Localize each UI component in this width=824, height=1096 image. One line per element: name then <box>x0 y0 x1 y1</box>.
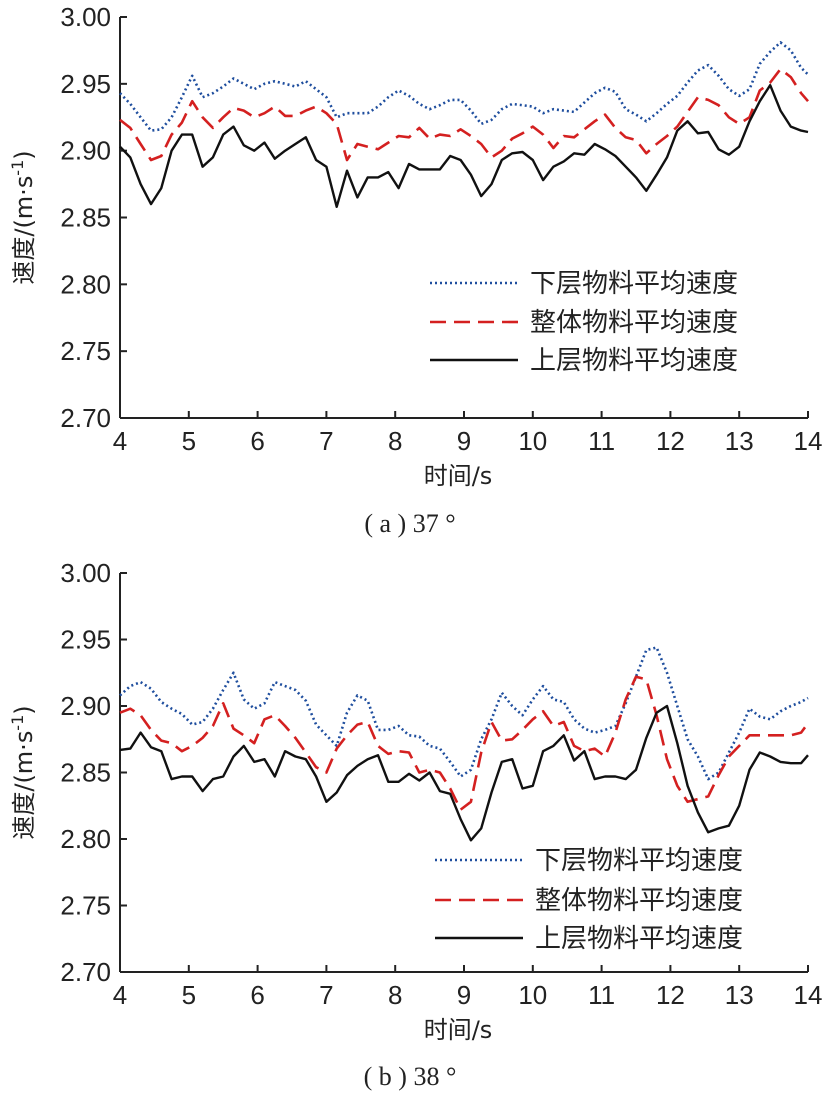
figure-caption: ( b ) 38 ° <box>364 1062 457 1091</box>
x-tick-label: 4 <box>113 426 127 456</box>
y-tick-label: 3.00 <box>60 558 111 588</box>
x-tick-label: 12 <box>656 980 685 1010</box>
series-line-solid <box>119 704 809 842</box>
y-tick-label: 2.70 <box>60 403 111 433</box>
series-line-dotted <box>119 41 809 132</box>
y-tick-label: 2.75 <box>60 336 111 366</box>
x-tick-label: 6 <box>250 980 264 1010</box>
x-tick-label: 5 <box>182 426 196 456</box>
x-tick-label: 10 <box>518 980 547 1010</box>
legend-label: 上层物料平均速度 <box>535 924 743 954</box>
y-tick-label: 2.80 <box>60 269 111 299</box>
x-tick-label: 8 <box>388 980 402 1010</box>
x-axis-label: 时间/s <box>424 1016 493 1044</box>
legend-label: 下层物料平均速度 <box>535 846 743 876</box>
chart-panel-a: 2.70 2.75 2.80 2.85 2.90 2.95 3.00 4 5 6 7 8 9 10 11 12… <box>8 2 822 538</box>
x-tick-label: 12 <box>656 426 685 456</box>
x-tick-label: 9 <box>457 980 471 1010</box>
legend-label: 上层物料平均速度 <box>530 346 738 376</box>
y-axis-label: 速度/(m·s-1) <box>8 705 38 839</box>
series-line-solid <box>119 83 809 209</box>
legend-label: 下层物料平均速度 <box>530 269 738 299</box>
figure-caption: ( a ) 37 ° <box>364 509 455 538</box>
y-tick-label: 2.80 <box>60 824 111 854</box>
x-tick-label: 13 <box>725 980 754 1010</box>
legend-label: 整体物料平均速度 <box>530 308 738 338</box>
y-tick-label: 2.70 <box>60 957 111 987</box>
series-line-dotted <box>119 646 809 781</box>
x-tick-label: 8 <box>388 426 402 456</box>
x-tick-label: 11 <box>588 426 615 456</box>
x-tick-label: 6 <box>250 426 264 456</box>
x-tick-label: 10 <box>518 426 547 456</box>
x-tick-label: 7 <box>319 980 333 1010</box>
x-axis-label: 时间/s <box>424 462 493 490</box>
y-axis-label: 速度/(m·s-1) <box>8 150 38 284</box>
x-tick-label: 13 <box>725 426 754 456</box>
series-line-dashed <box>119 67 809 162</box>
y-tick-label: 2.95 <box>60 625 111 655</box>
x-tick-label: 4 <box>113 980 127 1010</box>
x-tick-label: 14 <box>794 980 823 1010</box>
chart-panel-b: 2.70 2.75 2.80 2.85 2.90 2.95 3.00 4 5 6 7 8 9 10 11 12… <box>8 558 822 1091</box>
x-tick-label: 5 <box>182 980 196 1010</box>
x-tick-label: 14 <box>794 426 823 456</box>
y-tick-label: 2.75 <box>60 891 111 921</box>
x-tick-label: 9 <box>457 426 471 456</box>
x-tick-label: 11 <box>588 980 615 1010</box>
series-line-dashed <box>119 675 810 812</box>
y-tick-label: 2.90 <box>60 691 111 721</box>
legend-label: 整体物料平均速度 <box>535 886 743 916</box>
y-tick-label: 3.00 <box>60 2 111 32</box>
x-tick-label: 7 <box>319 426 333 456</box>
y-tick-label: 2.85 <box>60 758 111 788</box>
y-tick-label: 2.90 <box>60 136 111 166</box>
y-tick-label: 2.85 <box>60 203 111 233</box>
y-tick-label: 2.95 <box>60 69 111 99</box>
